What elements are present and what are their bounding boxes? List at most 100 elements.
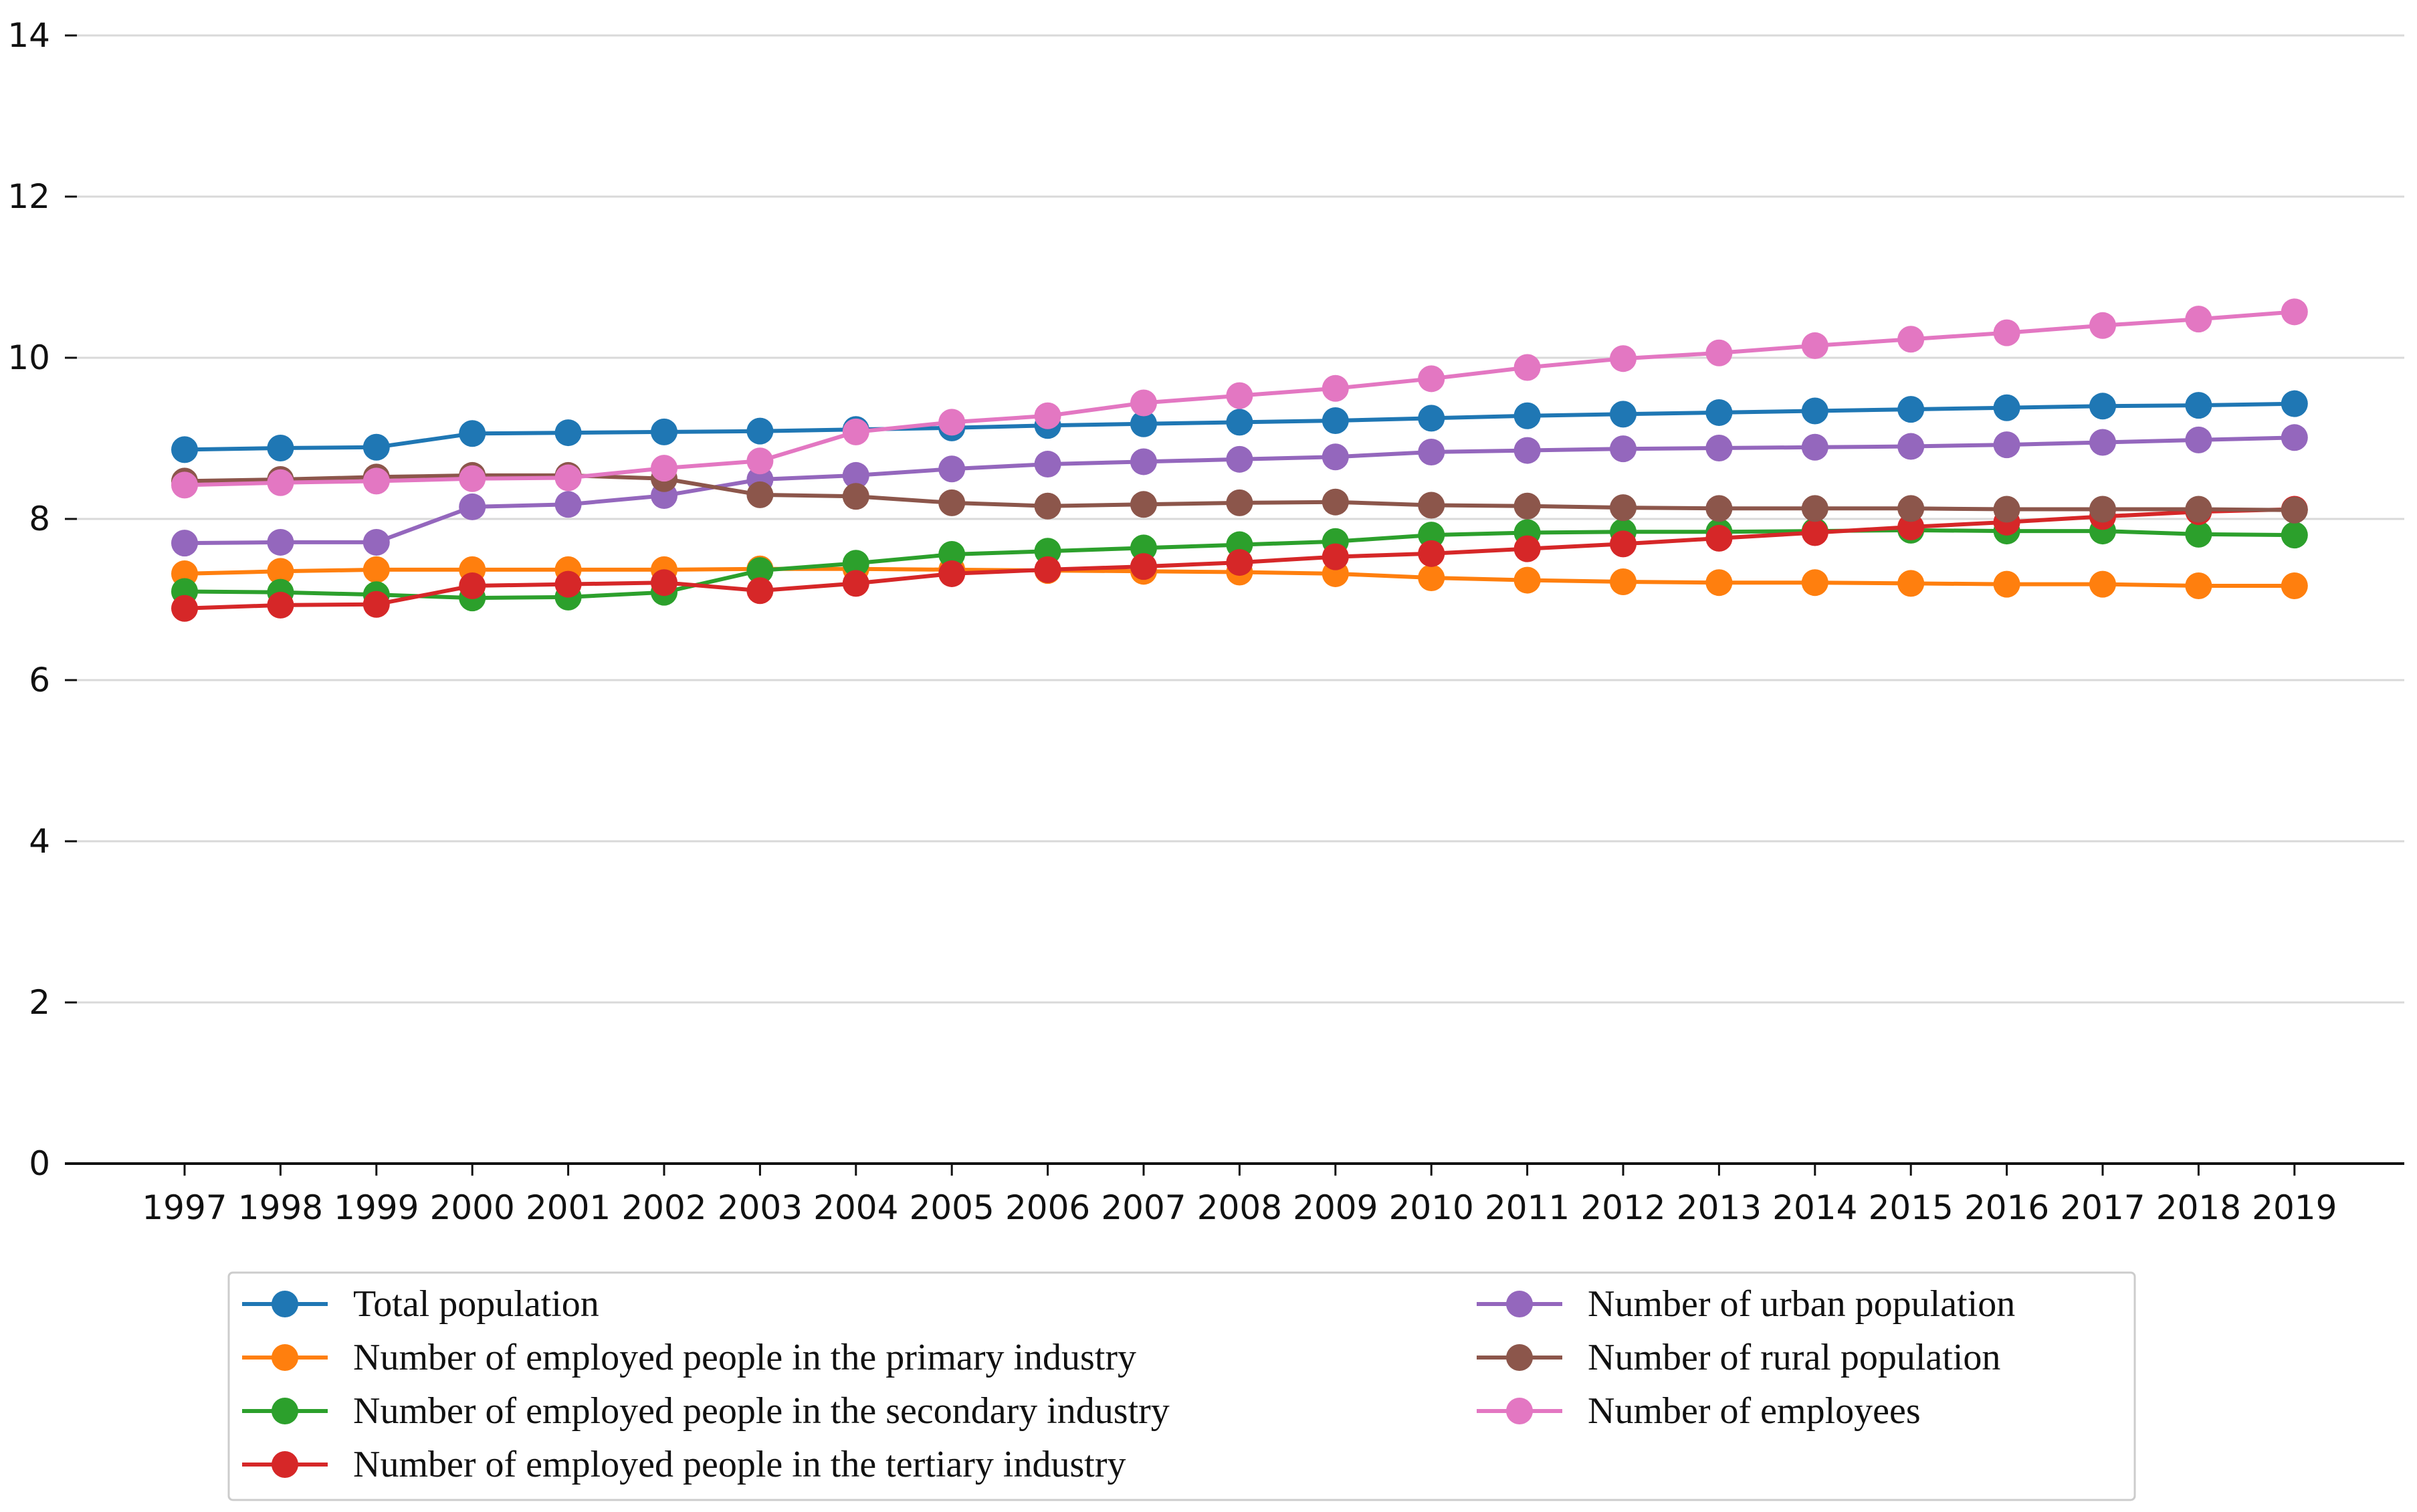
data-point xyxy=(2281,572,2308,600)
data-point xyxy=(2185,572,2212,600)
x-tick-label: 2013 xyxy=(1677,1188,1762,1227)
y-tick-label: 12 xyxy=(7,177,50,216)
data-point xyxy=(362,556,390,583)
data-point xyxy=(1897,326,1925,353)
data-point xyxy=(1513,354,1541,381)
data-point xyxy=(1610,530,1637,558)
axis-layer: 0 2 4 6 8 10 12 14 1997 1998 1999 2000 2001 2002 2003 2… xyxy=(7,16,2404,1227)
data-point xyxy=(1705,339,1733,366)
data-point xyxy=(1897,514,1925,541)
data-point xyxy=(1130,448,1157,475)
data-point xyxy=(1418,540,1445,567)
legend-label: Number of employed people in the tertiar… xyxy=(353,1444,1126,1485)
data-point xyxy=(1801,397,1828,425)
data-point xyxy=(1513,566,1541,594)
data-point xyxy=(1513,437,1541,464)
data-point xyxy=(2281,522,2308,549)
data-point xyxy=(1322,443,1349,471)
legend-label: Number of employees xyxy=(1588,1390,1921,1432)
x-tick-label: 2008 xyxy=(1197,1188,1282,1227)
data-point xyxy=(746,577,774,605)
data-point xyxy=(2089,429,2116,456)
data-point xyxy=(1418,492,1445,519)
data-point xyxy=(1034,556,1061,583)
y-tick-label: 8 xyxy=(29,500,50,538)
x-tick-label: 1999 xyxy=(334,1188,419,1227)
x-tick-label: 2005 xyxy=(910,1188,994,1227)
legend-item: Number of employed people in the primary… xyxy=(242,1337,1136,1378)
data-point xyxy=(746,557,774,584)
data-point xyxy=(1130,534,1157,562)
x-tick-label: 2012 xyxy=(1580,1188,1665,1227)
data-point xyxy=(1322,374,1349,402)
data-point xyxy=(1322,488,1349,516)
data-point xyxy=(2089,312,2116,339)
data-point xyxy=(2185,306,2212,333)
y-tick-label: 0 xyxy=(29,1144,50,1183)
data-point xyxy=(1610,435,1637,463)
series-group xyxy=(171,496,2308,622)
data-point xyxy=(842,483,869,510)
data-point xyxy=(267,558,294,585)
data-point xyxy=(651,569,677,597)
data-point xyxy=(938,455,966,483)
data-point xyxy=(651,418,677,445)
data-point xyxy=(1034,538,1061,565)
x-tick-label: 2019 xyxy=(2252,1188,2337,1227)
data-point xyxy=(1130,491,1157,518)
x-tick-label: 1997 xyxy=(142,1188,227,1227)
data-point xyxy=(1226,549,1253,576)
data-point xyxy=(1226,489,1253,516)
data-point xyxy=(1801,332,1828,359)
data-point xyxy=(362,528,390,556)
data-point xyxy=(2089,496,2116,523)
series-group xyxy=(171,424,2308,557)
data-point xyxy=(1513,535,1541,562)
data-point xyxy=(2281,496,2308,524)
legend-label: Number of rural population xyxy=(1588,1337,2000,1378)
data-point xyxy=(1705,569,1733,597)
x-tick-label: 2002 xyxy=(621,1188,706,1227)
data-point xyxy=(2281,298,2308,326)
series-group xyxy=(171,390,2308,463)
data-point xyxy=(1993,394,2020,421)
data-point xyxy=(2185,392,2212,419)
legend-box xyxy=(227,1271,2136,1501)
data-point xyxy=(267,434,294,461)
data-point xyxy=(1610,401,1637,428)
data-point xyxy=(1610,494,1637,522)
data-point xyxy=(1513,402,1541,429)
x-tick-label: 2011 xyxy=(1485,1188,1570,1227)
data-point xyxy=(2089,570,2116,598)
data-point xyxy=(746,481,774,508)
data-point xyxy=(459,493,486,520)
data-point xyxy=(746,447,774,475)
data-point xyxy=(1034,451,1061,478)
x-tick-label: 2017 xyxy=(2060,1188,2145,1227)
data-point xyxy=(1705,434,1733,461)
data-point xyxy=(554,464,582,492)
legend-label: Number of employed people in the primary… xyxy=(353,1337,1136,1378)
data-point xyxy=(459,572,486,600)
data-point xyxy=(938,489,966,516)
data-point xyxy=(842,570,869,597)
legend-label: Number of urban population xyxy=(1588,1283,2015,1325)
data-point xyxy=(1226,382,1253,409)
data-point xyxy=(1897,495,1925,522)
x-tick-label: 2018 xyxy=(2156,1188,2241,1227)
x-tick-label: 2014 xyxy=(1772,1188,1857,1227)
legend: Total population Number of employed peopl… xyxy=(227,1271,2136,1501)
data-point xyxy=(362,467,390,495)
legend-item: Number of employed people in the seconda… xyxy=(242,1390,1170,1432)
data-point xyxy=(842,550,869,577)
legend-swatch-marker xyxy=(1506,1344,1533,1371)
data-point xyxy=(2185,426,2212,453)
data-point xyxy=(1130,553,1157,580)
data-point xyxy=(842,461,869,489)
x-tick-label: 2003 xyxy=(718,1188,803,1227)
legend-item: Number of employees xyxy=(1477,1390,1921,1432)
data-point xyxy=(1897,433,1925,460)
data-point xyxy=(746,417,774,445)
y-tick-label: 6 xyxy=(29,661,50,699)
